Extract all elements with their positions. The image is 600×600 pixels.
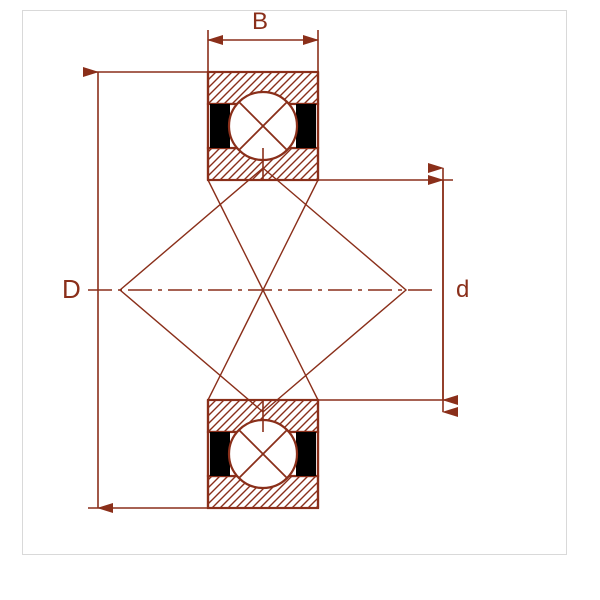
label-d: d: [456, 276, 469, 304]
label-D: D: [62, 274, 81, 305]
image-border: [22, 10, 567, 555]
label-B: B: [252, 8, 268, 36]
